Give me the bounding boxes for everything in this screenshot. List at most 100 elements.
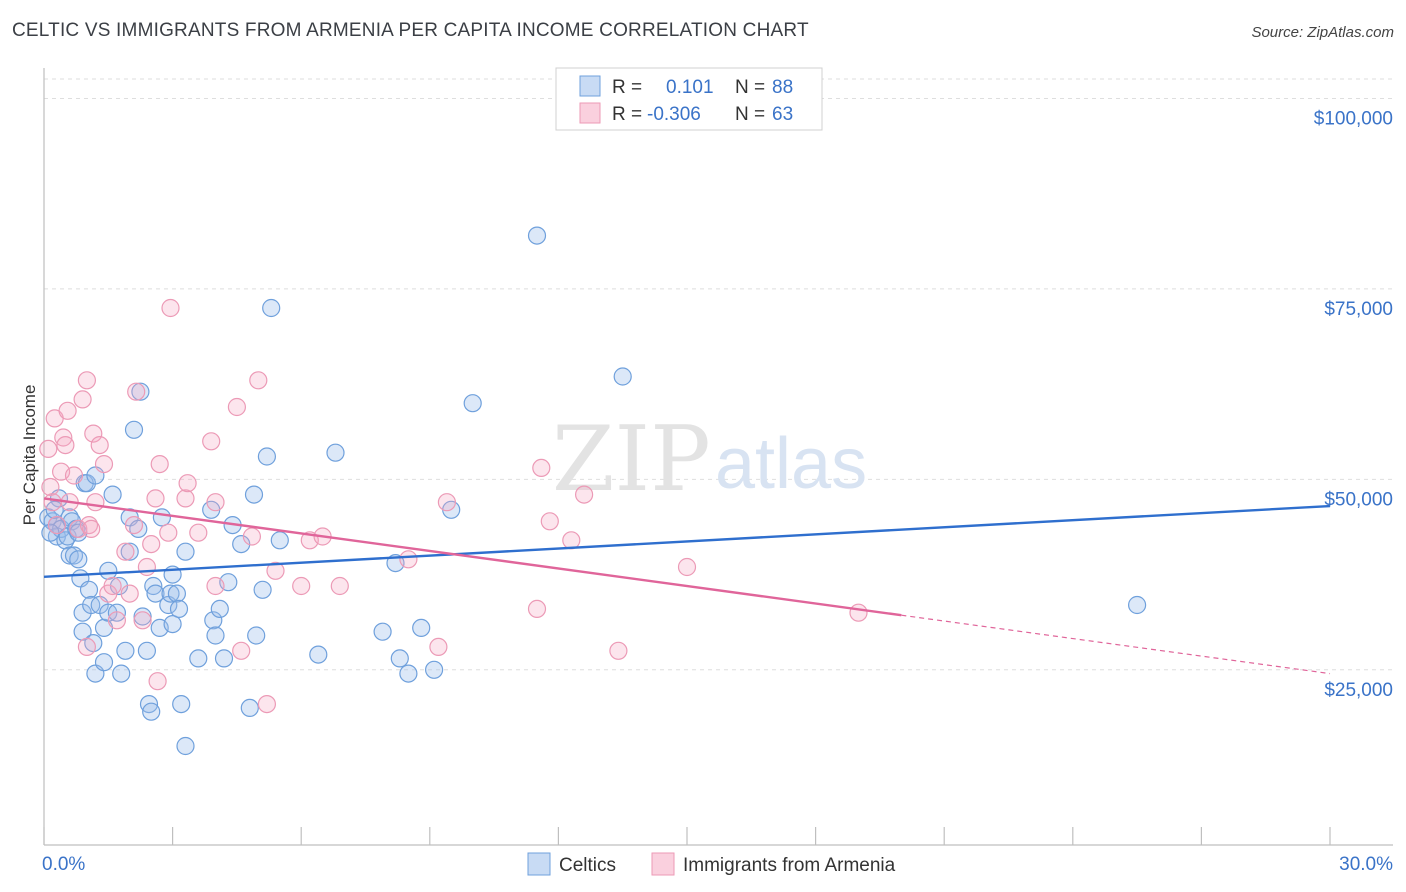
celtics-point: [232, 534, 251, 554]
legend-r-label-2: R =: [612, 104, 642, 125]
celtics-point: [240, 698, 259, 718]
watermark-atlas: atlas: [715, 424, 867, 504]
celtics-point: [161, 584, 180, 603]
armenia-point: [41, 477, 60, 497]
armenia-point: [532, 458, 551, 477]
armenia-point: [47, 515, 67, 535]
armenia-point: [133, 611, 152, 630]
celtics-point: [172, 694, 191, 714]
armenia-point: [437, 493, 456, 512]
armenia-point: [120, 584, 139, 603]
celtics-point: [176, 542, 195, 561]
armenia-point: [232, 641, 251, 660]
armenia-point: [227, 397, 246, 417]
armenia-point: [849, 603, 868, 622]
legend-r-value-2: -0.306: [647, 104, 701, 125]
celtics-point: [103, 485, 122, 504]
celtics-point: [146, 584, 165, 603]
celtics-point: [527, 226, 547, 245]
legend-box: R = 0.101 N = 88 R = -0.306 N = 63: [555, 67, 823, 131]
celtics-point: [109, 576, 129, 596]
celtics-point: [120, 542, 139, 561]
armenia-point: [677, 557, 697, 577]
celtics-point: [133, 607, 152, 626]
celtics-point: [214, 649, 234, 668]
celtics-point: [131, 382, 150, 401]
legend-r-value-1: 0.101: [666, 77, 714, 98]
armenia-point: [94, 455, 114, 474]
armenia-point: [82, 519, 101, 539]
armenia-point: [176, 489, 195, 508]
armenia-point: [58, 401, 77, 420]
celtics-point: [373, 622, 392, 641]
trend-lines: [43, 497, 1331, 675]
armenia-point: [103, 576, 122, 596]
celtics-point: [210, 599, 229, 619]
celtics-point: [137, 641, 156, 660]
armenia-point: [562, 531, 581, 550]
celtics-point: [270, 531, 289, 550]
celtics-point: [244, 485, 264, 504]
celtics-point: [169, 599, 189, 619]
celtics-point: [79, 580, 99, 599]
armenia-trend-line-extension: [901, 614, 1331, 675]
celtics-point: [425, 660, 444, 679]
armenia-point: [574, 485, 594, 504]
armenia-point: [73, 390, 92, 409]
legend-n-label-1: N =: [735, 77, 765, 98]
celtics-point: [45, 500, 64, 519]
celtics-point: [124, 420, 144, 439]
armenia-point: [206, 576, 225, 596]
celtics-point: [60, 546, 79, 565]
armenia-point: [146, 489, 165, 508]
armenia-point: [142, 534, 161, 554]
celtics-point: [253, 580, 272, 599]
y-tick-label: $25,000: [1324, 680, 1393, 701]
y-tick-labels: $25,000 $50,000 $75,000 $100,000: [1314, 108, 1393, 700]
chart-title: CELTIC VS IMMIGRANTS FROM ARMENIA PER CA…: [12, 20, 809, 41]
x-tick-min: 0.0%: [42, 854, 85, 875]
armenia-point: [189, 523, 208, 542]
gridlines: [44, 78, 1393, 671]
y-tick-label: $100,000: [1314, 108, 1393, 129]
armenia-point: [609, 641, 628, 660]
armenia-point: [90, 436, 109, 455]
celtics-point: [204, 611, 223, 630]
armenia-point: [69, 519, 88, 539]
x-tick-max: 30.0%: [1339, 854, 1393, 875]
celtics-point: [463, 394, 482, 413]
bottom-legend-celtics: Celtics: [559, 855, 616, 876]
celtics-point: [1127, 595, 1147, 615]
armenia-point: [292, 576, 311, 596]
armenia-point: [148, 672, 167, 691]
armenia-point: [178, 474, 197, 493]
armenia-point: [150, 455, 169, 474]
celtics-point: [167, 584, 186, 603]
celtics-point: [412, 618, 431, 638]
legend-r-label-1: R =: [612, 77, 642, 98]
armenia-point: [39, 439, 58, 458]
armenia-point: [330, 576, 349, 596]
celtics-point: [163, 614, 182, 634]
armenia-point: [206, 493, 225, 512]
armenia-point: [242, 527, 261, 546]
armenia-point: [124, 515, 144, 535]
armenia-point: [137, 557, 156, 577]
armenia-point: [266, 561, 285, 580]
celtics-point: [309, 645, 328, 664]
armenia-point: [399, 550, 418, 569]
celtics-point: [206, 626, 225, 645]
celtics-point: [326, 443, 345, 462]
source-label: Source: ZipAtlas.com: [1251, 24, 1394, 41]
armenia-point: [249, 371, 268, 390]
celtics-point: [69, 550, 88, 569]
armenia-point: [107, 611, 127, 630]
celtics-point: [144, 576, 163, 596]
legend-swatch-blue: [579, 75, 601, 97]
armenia-trend-line: [43, 497, 902, 617]
celtics-trend-line: [43, 504, 1331, 579]
celtics-point: [94, 653, 114, 672]
celtics-point: [613, 367, 632, 386]
armenia-point: [116, 542, 135, 561]
